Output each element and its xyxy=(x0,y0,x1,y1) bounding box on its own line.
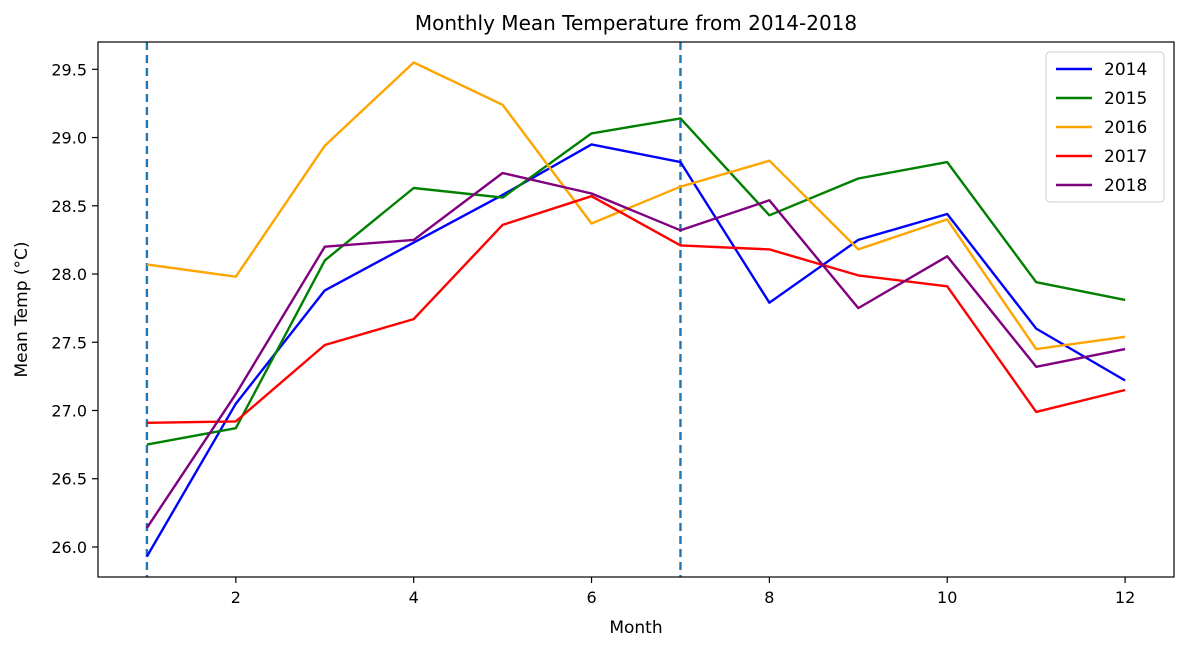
y-tick-label: 28.5 xyxy=(51,197,87,216)
x-tick-label: 10 xyxy=(937,588,957,607)
series-line-2018 xyxy=(145,171,1126,529)
y-tick-label: 26.0 xyxy=(51,538,87,557)
y-tick-label: 26.5 xyxy=(51,470,87,489)
x-tick-label: 8 xyxy=(764,588,774,607)
y-tick-label: 28.0 xyxy=(51,265,87,284)
y-tick-label: 29.0 xyxy=(51,129,87,148)
series-line-2017 xyxy=(146,194,1126,424)
legend-label-2015: 2015 xyxy=(1104,89,1147,109)
plot-frame xyxy=(97,41,1175,578)
x-axis-label: Month xyxy=(609,618,662,638)
series-group xyxy=(145,61,1126,558)
x-tick-label: 4 xyxy=(409,588,419,607)
legend-label-2016: 2016 xyxy=(1104,118,1147,138)
x-tick-label: 6 xyxy=(586,588,596,607)
series-line-2014 xyxy=(145,143,1126,558)
x-axis-ticks: 2 4 6 8 10 12 xyxy=(231,577,1135,607)
y-axis-ticks: 26.0 26.5 27.0 27.5 28.0 28.5 29.0 29.5 xyxy=(51,60,98,557)
reference-lines xyxy=(145,42,682,577)
y-tick-label: 27.0 xyxy=(51,401,87,420)
legend-label-2017: 2017 xyxy=(1104,147,1147,167)
legend: 2014 2015 2016 2017 2018 xyxy=(1045,51,1165,203)
series-line-2016 xyxy=(146,61,1126,351)
y-tick-label: 27.5 xyxy=(51,333,87,352)
series-line-2015 xyxy=(146,117,1126,446)
legend-label-2018: 2018 xyxy=(1104,176,1147,196)
x-tick-label: 12 xyxy=(1115,588,1135,607)
y-axis-label: Mean Temp (°C) xyxy=(12,241,32,377)
y-tick-label: 29.5 xyxy=(51,60,87,79)
legend-label-2014: 2014 xyxy=(1104,60,1147,80)
chart-title: Monthly Mean Temperature from 2014-2018 xyxy=(415,11,857,35)
legend-box xyxy=(1045,51,1165,203)
x-tick-label: 2 xyxy=(231,588,241,607)
